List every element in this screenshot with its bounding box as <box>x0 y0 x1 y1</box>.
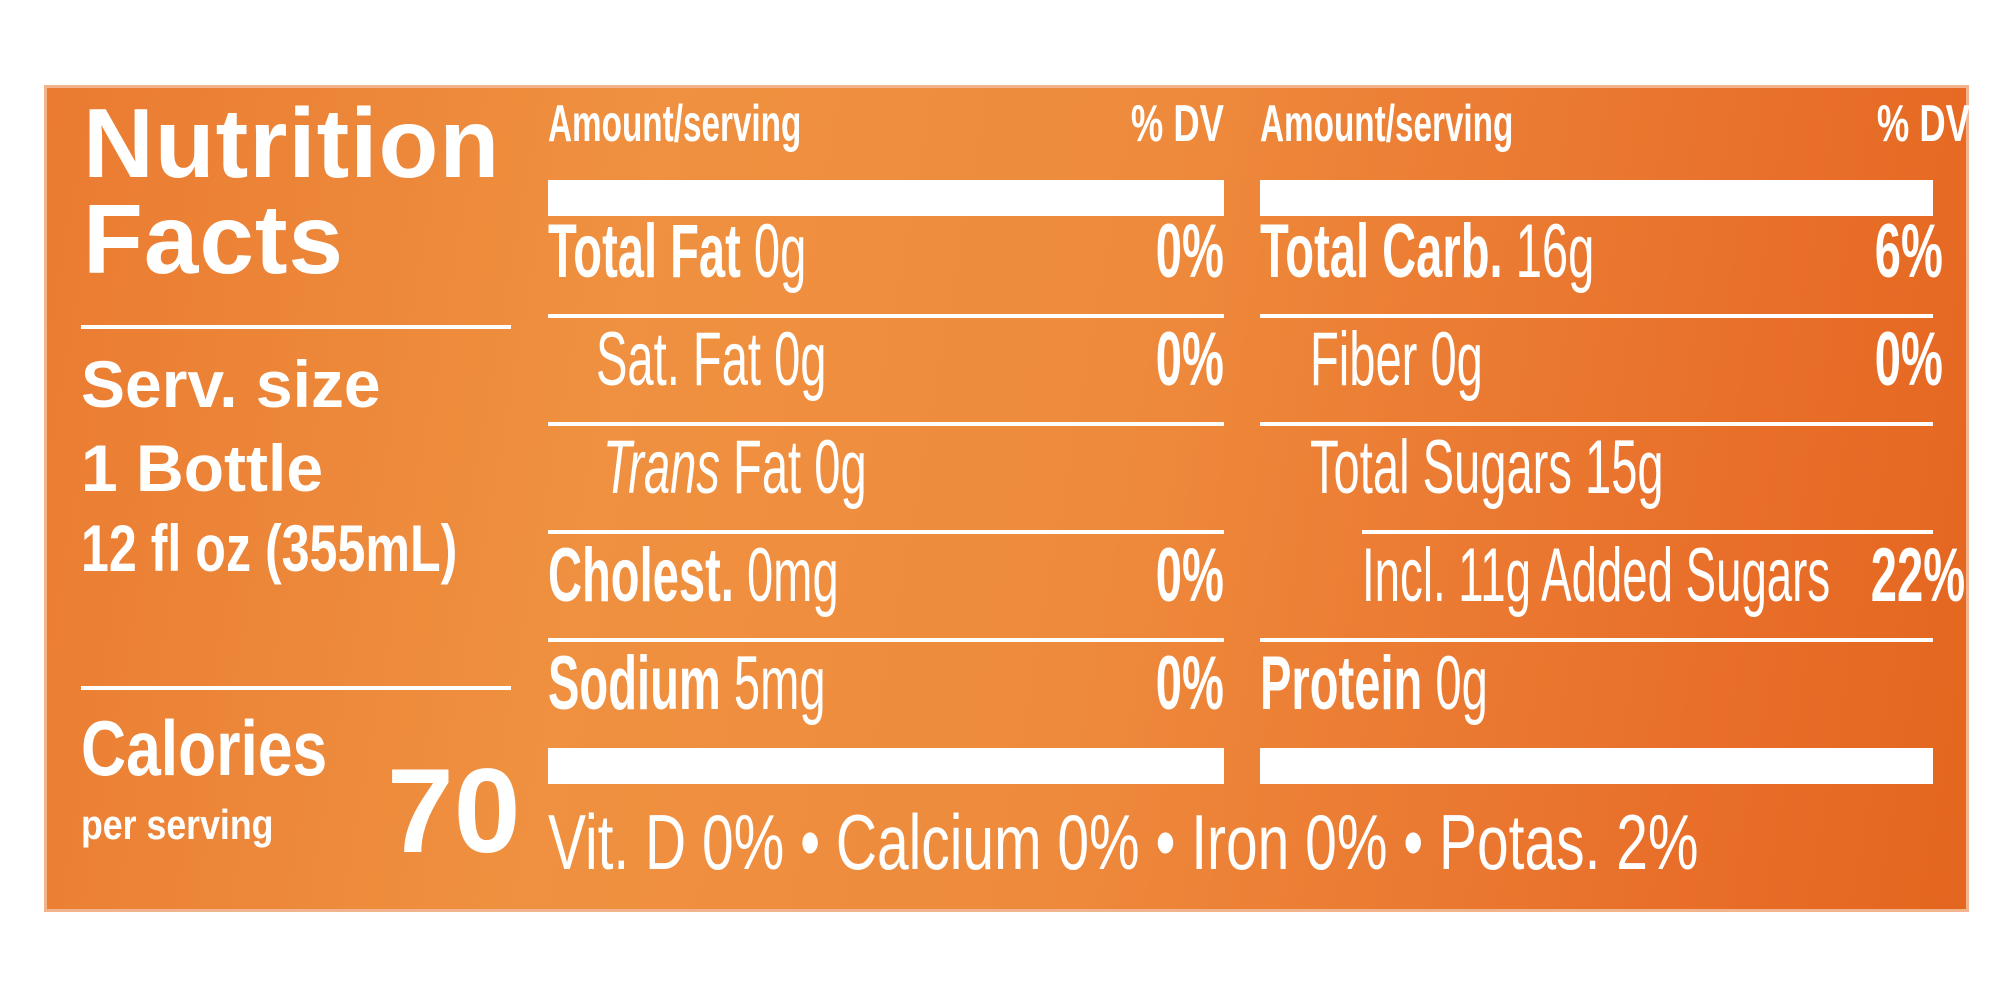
calories-value: 70 <box>387 744 521 878</box>
sodium-dv: 0% <box>1155 641 1224 726</box>
total-carb-name: Total Carb. <box>1260 209 1503 294</box>
divider-left-4 <box>548 638 1224 642</box>
amount-serving-header-right: Amount/serving <box>1260 95 1514 153</box>
row-fiber: Fiber 0g <box>1310 314 1589 406</box>
fiber-name: Fiber <box>1310 317 1418 402</box>
cholesterol-name: Cholest. <box>548 533 734 618</box>
serving-size-bottle: 1 Bottle <box>81 431 324 505</box>
serving-size-label: Serv. size <box>81 347 381 421</box>
divider-right-2 <box>1260 422 1933 426</box>
cholesterol-amount: 0mg <box>746 533 839 618</box>
row-cholesterol: Cholest. 0mg <box>548 530 1017 622</box>
title-facts: Facts <box>83 184 345 294</box>
row-total-fat: Total Fat 0g <box>548 206 965 298</box>
trans-fat-suffix: Fat <box>733 425 802 510</box>
divider-title <box>81 325 511 329</box>
calories-per-serving: per serving <box>81 801 274 848</box>
title-nutrition: Nutrition <box>83 88 501 198</box>
divider-left-2 <box>548 422 1224 426</box>
sat-fat-name: Sat. Fat <box>596 317 761 402</box>
row-trans-fat: Trans Fat 0g <box>603 422 1028 514</box>
thick-bar-right-bottom <box>1260 748 1933 784</box>
row-added-sugars: Incl. 11g Added Sugars <box>1362 530 2012 622</box>
nutrition-facts-label: Nutrition Facts Serv. size 1 Bottle 12 f… <box>44 85 1970 912</box>
calories-label: Calories <box>81 704 328 792</box>
trans-fat-amount: 0g <box>814 425 867 510</box>
vitamins-footer: Vit. D 0% • Calcium 0% • Iron 0% • Potas… <box>548 798 1699 886</box>
sodium-name: Sodium <box>548 641 721 726</box>
thick-bar-right-top <box>1260 180 1933 216</box>
trans-fat-name: Trans <box>603 425 720 510</box>
total-sugars-amount: 15g <box>1585 425 1664 510</box>
divider-right-1 <box>1260 314 1933 318</box>
row-total-carb: Total Carb. 16g <box>1260 206 1799 298</box>
total-sugars-name: Total Sugars <box>1310 425 1572 510</box>
protein-amount: 0g <box>1435 641 1488 726</box>
divider-serving <box>81 686 511 690</box>
total-fat-name: Total Fat <box>548 209 741 294</box>
sat-fat-dv: 0% <box>1155 317 1224 402</box>
thick-bar-left-top <box>548 180 1224 216</box>
divider-left-1 <box>548 314 1224 318</box>
row-total-sugars: Total Sugars 15g <box>1310 422 1880 514</box>
serving-size-volume: 12 fl oz (355mL) <box>81 511 458 585</box>
dv-header-left: % DV <box>1130 95 1224 153</box>
added-sugars-dv: 22% <box>1870 533 1966 618</box>
dv-header-right: % DV <box>1876 95 1970 153</box>
added-sugars-name: Incl. 11g Added Sugars <box>1362 533 1831 618</box>
cholesterol-dv: 0% <box>1155 533 1224 618</box>
fiber-dv: 0% <box>1874 317 1943 402</box>
total-fat-amount: 0g <box>753 209 807 294</box>
total-fat-dv: 0% <box>1155 209 1224 294</box>
fiber-amount: 0g <box>1430 317 1483 402</box>
sodium-amount: 5mg <box>733 641 826 726</box>
total-carb-amount: 16g <box>1515 209 1595 294</box>
thick-bar-left-bottom <box>548 748 1224 784</box>
amount-serving-header-left: Amount/serving <box>548 95 802 153</box>
row-sodium: Sodium 5mg <box>548 638 996 730</box>
protein-name: Protein <box>1260 641 1423 726</box>
divider-right-4 <box>1260 638 1933 642</box>
sat-fat-amount: 0g <box>774 317 827 402</box>
row-sat-fat: Sat. Fat 0g <box>596 314 968 406</box>
divider-left-3 <box>548 530 1224 534</box>
divider-right-3 <box>1362 530 1933 534</box>
total-carb-dv: 6% <box>1874 209 1943 294</box>
row-protein: Protein 0g <box>1260 638 1627 730</box>
